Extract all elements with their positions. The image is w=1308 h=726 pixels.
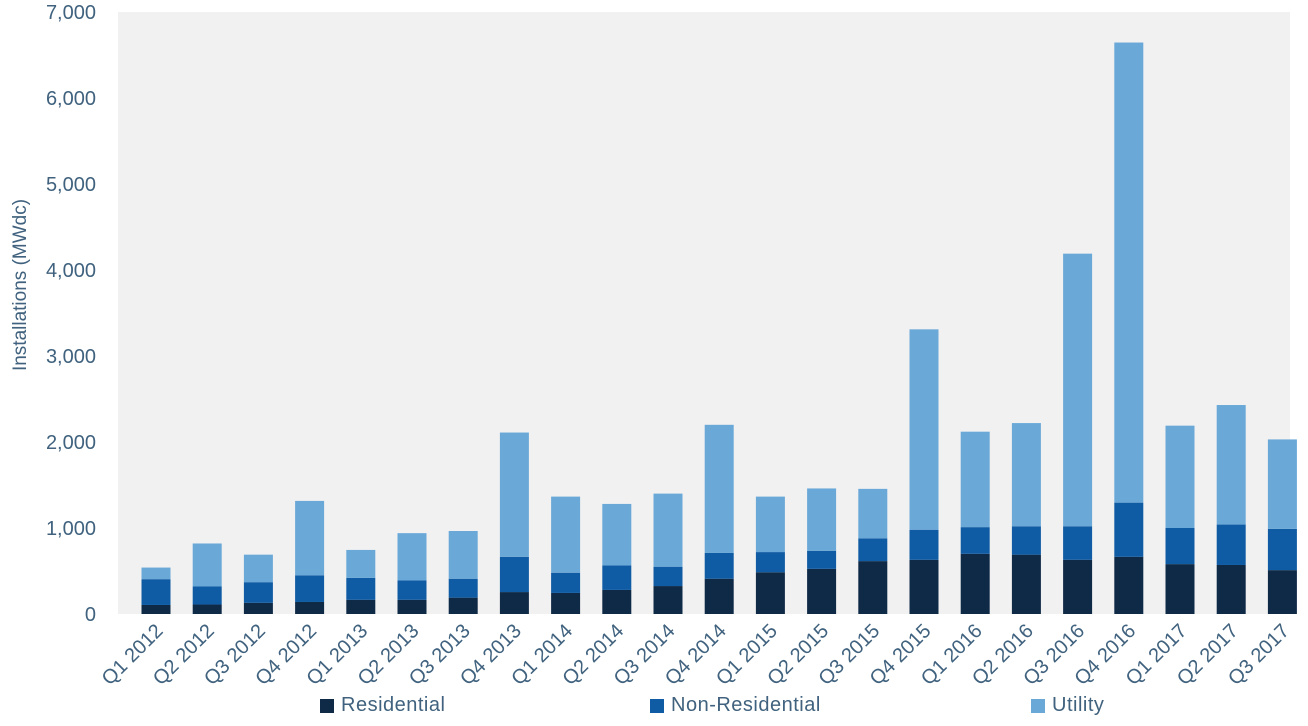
bar-residential <box>960 553 990 614</box>
bar-utility <box>602 503 632 566</box>
bar-utility <box>909 329 939 530</box>
legend-swatch-non-residential <box>650 698 664 713</box>
plot-area <box>118 12 1290 614</box>
bar-non-residential <box>551 572 581 593</box>
bar-residential <box>141 604 171 614</box>
bar-non-residential <box>499 556 529 593</box>
bar-non-residential <box>243 582 273 603</box>
y-axis-ticks: 0 1,000 2,000 3,000 4,000 5,000 6,000 7,000 <box>46 2 96 626</box>
y-tick-label: 0 <box>85 604 96 626</box>
bar-utility <box>653 493 683 567</box>
bar-residential <box>704 578 734 614</box>
bar-residential <box>653 586 683 614</box>
bar-residential <box>551 592 581 614</box>
bar-utility <box>1267 439 1297 529</box>
bar-utility <box>295 500 325 576</box>
bar-utility <box>1011 423 1041 527</box>
legend-label-residential: Residential <box>341 694 446 716</box>
bar-non-residential <box>653 566 683 587</box>
bar-non-residential <box>295 575 325 602</box>
bar-utility <box>807 488 837 551</box>
bar-non-residential <box>807 550 837 569</box>
bar-utility <box>704 424 734 553</box>
bar-residential <box>602 589 632 614</box>
bar-non-residential <box>397 580 427 600</box>
y-tick-label: 3,000 <box>46 346 96 368</box>
bar-residential <box>807 568 837 614</box>
bar-non-residential <box>1063 526 1093 560</box>
y-tick-label: 6,000 <box>46 88 96 110</box>
bar-non-residential <box>346 577 376 600</box>
legend: Residential Non-Residential Utility <box>0 694 1308 722</box>
bar-utility <box>960 431 990 528</box>
y-axis-label: Installations (MWdc) <box>10 199 31 371</box>
bar-residential <box>1063 559 1093 614</box>
bars <box>141 42 1297 614</box>
bar-non-residential <box>704 552 734 579</box>
bar-residential <box>397 599 427 614</box>
bar-utility <box>346 549 376 578</box>
legend-label-non-residential: Non-Residential <box>671 694 821 716</box>
y-tick-label: 4,000 <box>46 260 96 282</box>
bar-utility <box>192 543 222 587</box>
bar-utility <box>1216 405 1246 525</box>
legend-item-utility: Utility <box>1031 694 1104 717</box>
legend-swatch-utility <box>1031 698 1045 713</box>
bar-utility <box>755 496 785 553</box>
bar-residential <box>243 602 273 614</box>
bar-utility <box>499 432 529 557</box>
bar-non-residential <box>602 565 632 590</box>
legend-label-utility: Utility <box>1052 694 1105 716</box>
bar-residential <box>448 597 478 614</box>
bar-residential <box>755 572 785 614</box>
y-tick-label: 7,000 <box>46 2 96 24</box>
bar-non-residential <box>1267 528 1297 571</box>
bar-non-residential <box>1165 528 1195 565</box>
legend-item-residential: Residential <box>320 694 445 717</box>
bar-residential <box>1216 564 1246 614</box>
y-tick-label: 2,000 <box>46 432 96 454</box>
bar-non-residential <box>858 538 888 562</box>
bar-residential <box>858 561 888 614</box>
bar-non-residential <box>1216 524 1246 565</box>
bar-non-residential <box>755 552 785 573</box>
legend-item-non-residential: Non-Residential <box>650 694 821 717</box>
legend-swatch-residential <box>320 698 334 713</box>
y-tick-label: 5,000 <box>46 174 96 196</box>
bar-residential <box>295 601 325 614</box>
bar-non-residential <box>960 527 990 554</box>
bar-residential <box>909 559 939 614</box>
bar-non-residential <box>909 529 939 560</box>
bar-residential <box>1114 556 1144 614</box>
bar-non-residential <box>192 586 222 605</box>
bar-non-residential <box>1114 502 1144 557</box>
bar-residential <box>1011 554 1041 614</box>
bar-utility <box>1063 253 1093 527</box>
bar-residential <box>346 599 376 614</box>
bar-utility <box>448 531 478 579</box>
bar-utility <box>1165 425 1195 528</box>
bar-residential <box>1267 570 1297 614</box>
y-tick-label: 1,000 <box>46 518 96 540</box>
bar-utility <box>243 554 273 583</box>
bar-residential <box>499 592 529 614</box>
bar-residential <box>192 604 222 614</box>
bar-utility <box>397 533 427 581</box>
bar-non-residential <box>1011 526 1041 555</box>
bar-non-residential <box>141 579 171 605</box>
bar-utility <box>1114 42 1144 503</box>
bar-non-residential <box>448 578 478 598</box>
bar-residential <box>1165 564 1195 614</box>
bar-utility <box>141 567 171 580</box>
bar-utility <box>858 488 888 539</box>
bar-utility <box>551 496 581 573</box>
